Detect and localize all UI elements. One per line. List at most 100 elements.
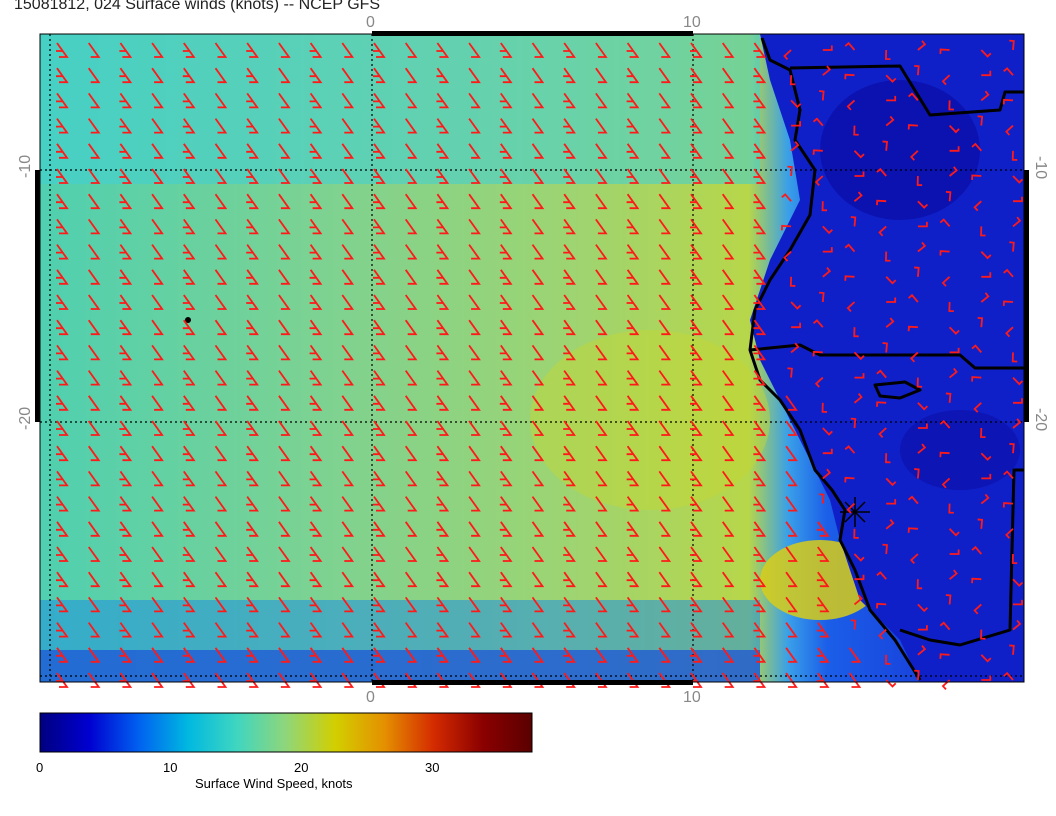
wind-barb [595, 193, 608, 210]
left-label-minus10: -10 [17, 155, 34, 178]
wind-barb [87, 92, 101, 109]
wind-barb [309, 370, 323, 386]
wind-barb [885, 115, 895, 127]
wind-barb [468, 546, 481, 562]
wind-barb [721, 118, 735, 134]
wind-barb [341, 244, 355, 260]
wind-barb [87, 445, 101, 462]
wind-barb [531, 420, 545, 436]
wind-barb [914, 266, 920, 277]
wind-barb [658, 143, 672, 159]
wind-barb [850, 216, 857, 227]
wind-barb [246, 193, 259, 210]
wind-barb [781, 193, 792, 202]
wind-barb [816, 546, 830, 562]
wind-barb [499, 42, 513, 58]
wind-barb [87, 269, 101, 285]
wind-barb [151, 445, 164, 462]
wind-barb [563, 67, 576, 84]
wind-barb [278, 496, 291, 512]
wind-barb [404, 672, 418, 688]
wind-barb [981, 675, 992, 681]
wind-barb [214, 370, 228, 386]
wind-barb [917, 40, 927, 51]
wind-barb [971, 577, 982, 584]
wind-barb [626, 294, 640, 310]
wind-barb [822, 247, 833, 253]
wind-barb [468, 42, 481, 58]
wind-barb [563, 344, 576, 361]
wind-barb [885, 477, 897, 487]
wind-barb [948, 301, 954, 313]
wind-barb [785, 672, 798, 688]
wind-barb [917, 423, 928, 429]
wind-barb [885, 74, 897, 83]
wind-barb [87, 596, 101, 613]
wind-barb [404, 67, 418, 84]
wind-barb [56, 218, 69, 235]
wind-barb [214, 647, 228, 663]
wind-barb [87, 546, 101, 562]
wind-barb [531, 622, 545, 638]
wind-barb [531, 168, 545, 184]
wind-barb [499, 168, 513, 184]
wind-barb [404, 344, 418, 361]
wind-barb [822, 45, 833, 51]
wind-barb [468, 92, 481, 109]
wind-barb [1002, 300, 1014, 307]
wind-barb [753, 168, 767, 184]
wind-barb [278, 395, 291, 411]
wind-barb [246, 521, 259, 537]
wind-barb [214, 42, 228, 58]
wind-barb [373, 344, 386, 361]
wind-barb [404, 42, 418, 58]
wind-barb [151, 269, 164, 285]
wind-barb [151, 546, 164, 562]
wind-barb [949, 549, 960, 555]
wind-barb [690, 218, 703, 235]
wind-barb [876, 401, 887, 407]
wind-barb [531, 118, 545, 134]
colorbar-tick-10: 10 [163, 760, 178, 775]
wind-barb [214, 571, 228, 588]
wind-barb [468, 672, 481, 688]
wind-barb [563, 546, 576, 562]
wind-barb [721, 672, 735, 688]
wind-barb [56, 496, 69, 512]
wind-barb [373, 294, 386, 310]
wind-barb [531, 395, 545, 411]
wind-barb [309, 672, 323, 688]
wind-barb [56, 193, 69, 210]
wind-barb [626, 622, 640, 638]
wind-barb [404, 571, 418, 588]
wind-barb [907, 527, 918, 533]
wind-barb [373, 92, 386, 109]
wind-barb [309, 521, 323, 537]
wind-barb [87, 294, 101, 310]
wind-barb [1011, 553, 1018, 565]
wind-barb [876, 571, 887, 580]
wind-barb [721, 445, 735, 462]
wind-barb [214, 344, 228, 361]
wind-barb [658, 67, 672, 84]
wind-barb [278, 269, 291, 285]
wind-barb [468, 596, 481, 613]
wind-barb [278, 67, 291, 84]
wind-barb [917, 241, 927, 253]
wind-barb [690, 193, 703, 210]
wind-barb [182, 420, 196, 436]
wind-barb [917, 603, 929, 613]
wind-barb [182, 496, 196, 512]
wind-barb [56, 67, 69, 84]
wind-barb [846, 502, 856, 514]
wind-barb [373, 67, 386, 84]
wind-barb [214, 244, 228, 260]
wind-barb [1002, 502, 1014, 508]
wind-barb [373, 118, 386, 134]
wind-barb [119, 521, 133, 537]
wind-barb [119, 445, 133, 462]
wind-barb [119, 622, 133, 638]
wind-barb [468, 319, 481, 336]
wind-barb [341, 319, 355, 336]
